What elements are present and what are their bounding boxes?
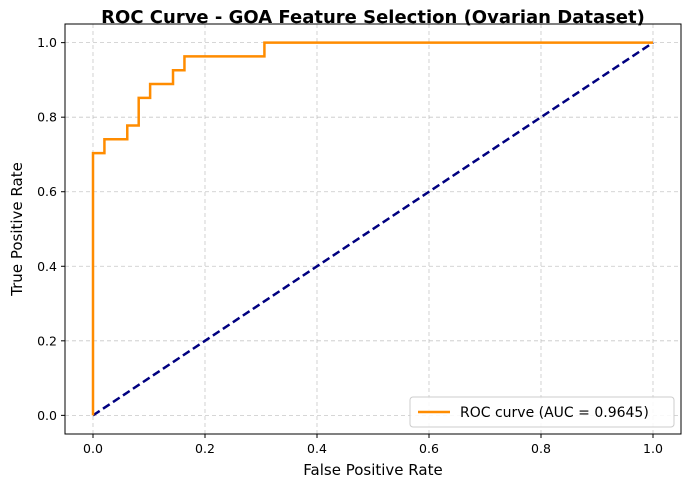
y-tick-label: 0.2: [37, 333, 57, 348]
x-tick-label: 0.6: [419, 441, 439, 456]
x-tick-label: 0.0: [83, 441, 103, 456]
y-tick-label: 1.0: [37, 35, 57, 50]
legend-box: [409, 396, 675, 428]
y-tick-label: 0.4: [37, 259, 57, 274]
chance-diagonal-line: [92, 41, 654, 417]
ticks: 0.0 0.2 0.4 0.6 0.8 1.0 0.0 0.2 0.4 0.6 0.8 1.0: [37, 35, 663, 456]
y-tick-label: 0.6: [37, 184, 57, 199]
y-tick-label: 0.0: [37, 408, 57, 423]
chart-title: ROC Curve - GOA Feature Selection (Ovari…: [101, 7, 645, 28]
x-tick-label: 0.8: [531, 441, 551, 456]
y-tick-label: 0.8: [37, 110, 57, 125]
plot-frame: [64, 23, 682, 435]
legend: ROC curve (AUC = 0.9645): [409, 396, 675, 428]
roc-curve-line: [91, 41, 653, 416]
y-axis-label: True Positive Rate: [8, 162, 26, 297]
legend-label-roc: ROC curve (AUC = 0.9645): [460, 405, 649, 421]
series-layer: [91, 41, 654, 417]
x-tick-label: 0.4: [307, 441, 327, 456]
x-tick-label: 1.0: [643, 441, 663, 456]
x-axis-label: False Positive Rate: [303, 461, 442, 479]
x-tick-label: 0.2: [195, 441, 215, 456]
